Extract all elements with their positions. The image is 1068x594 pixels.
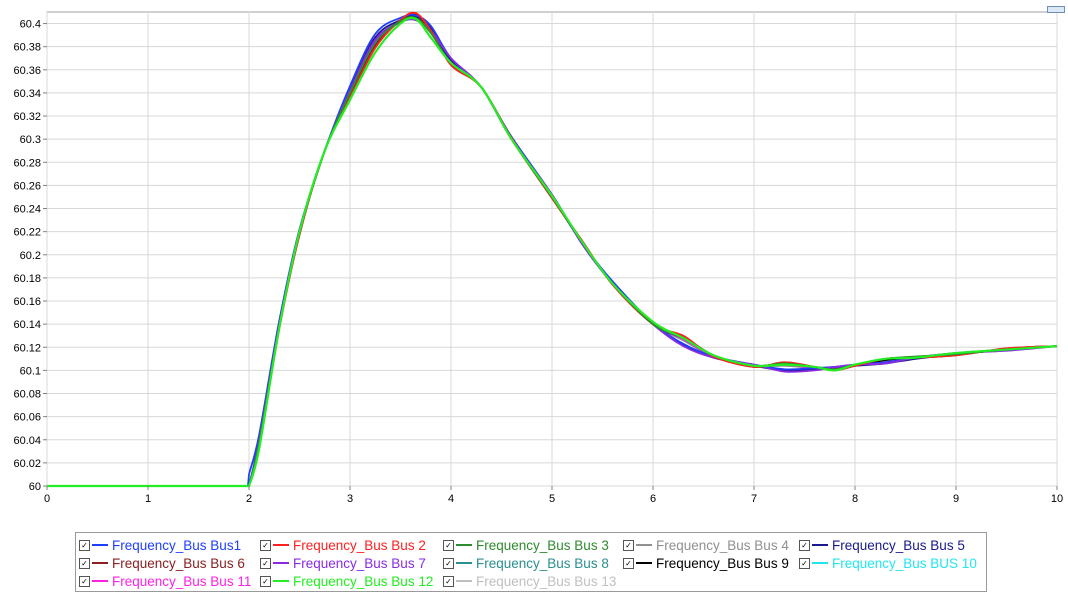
y-tick-label: 60.18 (13, 273, 41, 285)
series-lines (47, 11, 1058, 488)
y-tick-label: 60.26 (13, 180, 41, 192)
y-tick-label: 60.08 (13, 389, 41, 401)
x-tick-label: 4 (448, 493, 454, 505)
x-tick-label: 6 (650, 493, 656, 505)
legend-label: Frequency_Bus Bus 2 (293, 537, 426, 553)
legend-label: Frequency_Bus Bus 11 (112, 573, 252, 589)
y-tick-label: 60.14 (13, 319, 41, 331)
legend-checkbox[interactable]: ✓ (79, 557, 90, 569)
legend-label: Frequency_Bus Bus1 (112, 537, 242, 553)
y-tick-label: 60.36 (13, 65, 41, 77)
legend-swatch (456, 580, 472, 582)
y-tick-label: 60.3 (20, 134, 41, 146)
series-line-12 (47, 16, 1058, 488)
legend-label: Frequency_Bus Bus 9 (656, 555, 789, 571)
legend-swatch (92, 544, 108, 546)
y-tick-label: 60.38 (13, 42, 41, 54)
y-axis-ticks: 60 60.02 60.04 60.06 60.08 60.1 60.12 60.14 60.1… (13, 19, 47, 493)
x-tick-label: 7 (751, 493, 757, 505)
legend-swatch (812, 544, 828, 546)
legend-item[interactable]: ✓ Frequency_Bus Bus 11 (79, 572, 251, 590)
legend-checkbox[interactable]: ✓ (799, 539, 810, 551)
legend-swatch (812, 562, 828, 564)
y-tick-label: 60.22 (13, 227, 41, 239)
legend-item[interactable]: ✓ Frequency_Bus Bus 2 (260, 536, 426, 554)
legend-item[interactable]: ✓ Frequency_Bus Bus 6 (79, 554, 245, 572)
y-tick-label: 60.32 (13, 111, 41, 123)
legend-checkbox[interactable]: ✓ (623, 539, 634, 551)
legend-item[interactable]: ✓ Frequency_Bus Bus 13 (443, 572, 616, 590)
legend-checkbox[interactable]: ✓ (443, 539, 454, 551)
legend-label: Frequency_Bus Bus 7 (293, 555, 426, 571)
y-tick-label: 60.02 (13, 458, 41, 470)
y-tick-label: 60.16 (13, 296, 41, 308)
chart-options-icon[interactable] (1047, 6, 1065, 13)
legend-label: Frequency_Bus Bus 13 (476, 573, 617, 589)
legend-checkbox[interactable]: ✓ (260, 539, 271, 551)
x-tick-label: 1 (145, 493, 151, 505)
legend-checkbox[interactable]: ✓ (260, 575, 271, 587)
grid (46, 12, 1058, 487)
legend-item[interactable]: ✓ Frequency_Bus Bus 9 (623, 554, 789, 572)
chart: 0 1 2 3 4 5 6 7 8 9 10 6060.0260.0460.0660.0860.16… (13, 11, 1063, 505)
x-axis-ticks: 0 1 2 3 4 5 6 7 8 9 10 (44, 486, 1063, 505)
x-tick-label: 2 (246, 493, 252, 505)
legend-checkbox[interactable]: ✓ (799, 557, 810, 569)
y-tick-label: 60.12 (13, 342, 41, 354)
legend-label: Frequency_Bus Bus 8 (476, 555, 609, 571)
legend-swatch (273, 544, 289, 546)
x-tick-label: 3 (347, 493, 353, 505)
y-tick-label: 60.24 (13, 204, 41, 216)
y-tick-label: 60.06 (13, 412, 41, 424)
y-tick-label: 60.1 (20, 365, 41, 377)
y-tick-label: 60 (29, 481, 41, 493)
legend-swatch (456, 544, 472, 546)
legend-swatch (92, 580, 108, 582)
x-tick-label: 5 (549, 493, 555, 505)
legend-item[interactable]: ✓ Frequency_Bus Bus 12 (260, 572, 433, 590)
legend-swatch (273, 580, 289, 582)
legend-checkbox[interactable]: ✓ (443, 575, 454, 587)
y-tick-label: 60.2 (20, 250, 41, 262)
legend-item[interactable]: ✓ Frequency_Bus Bus 7 (260, 554, 426, 572)
y-tick-label: 60.28 (13, 157, 41, 169)
legend-checkbox[interactable]: ✓ (79, 575, 90, 587)
y-tick-label: 60.04 (13, 435, 41, 447)
legend-item[interactable]: ✓ Frequency_Bus Bus 3 (443, 536, 609, 554)
legend-item[interactable]: ✓ Frequency_Bus BUS 10 (799, 554, 977, 572)
legend-swatch (636, 562, 652, 564)
legend: ✓ Frequency_Bus Bus1 ✓ Frequency_Bus Bus 2 ✓… (75, 532, 987, 592)
legend-swatch (456, 562, 472, 564)
x-tick-label: 9 (953, 493, 959, 505)
x-tick-label: 0 (44, 493, 50, 505)
legend-checkbox[interactable]: ✓ (260, 557, 271, 569)
legend-item[interactable]: ✓ Frequency_Bus Bus 8 (443, 554, 609, 572)
legend-swatch (273, 562, 289, 564)
x-tick-label: 8 (852, 493, 858, 505)
legend-label: Frequency_Bus Bus 12 (293, 573, 434, 589)
legend-item[interactable]: ✓ Frequency_Bus Bus1 (79, 536, 241, 554)
legend-checkbox[interactable]: ✓ (623, 557, 634, 569)
legend-label: Frequency_Bus Bus 3 (476, 537, 609, 553)
legend-checkbox[interactable]: ✓ (443, 557, 454, 569)
legend-item[interactable]: ✓ Frequency_Bus Bus 4 (623, 536, 789, 554)
legend-label: Frequency_Bus Bus 5 (832, 537, 965, 553)
legend-swatch (636, 544, 652, 546)
x-tick-label: 10 (1051, 493, 1063, 505)
legend-checkbox[interactable]: ✓ (79, 539, 90, 551)
y-tick-label: 60.4 (20, 19, 41, 31)
legend-swatch (92, 562, 108, 564)
legend-label: Frequency_Bus Bus 6 (112, 555, 245, 571)
legend-item[interactable]: ✓ Frequency_Bus Bus 5 (799, 536, 965, 554)
y-tick-label: 60.34 (13, 88, 41, 100)
legend-label: Frequency_Bus BUS 10 (832, 555, 977, 571)
legend-label: Frequency_Bus Bus 4 (656, 537, 789, 553)
